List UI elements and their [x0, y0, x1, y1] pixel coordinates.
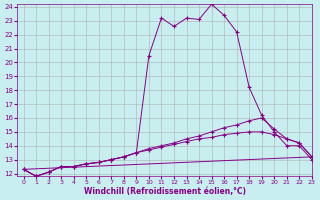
X-axis label: Windchill (Refroidissement éolien,°C): Windchill (Refroidissement éolien,°C) [84, 187, 245, 196]
